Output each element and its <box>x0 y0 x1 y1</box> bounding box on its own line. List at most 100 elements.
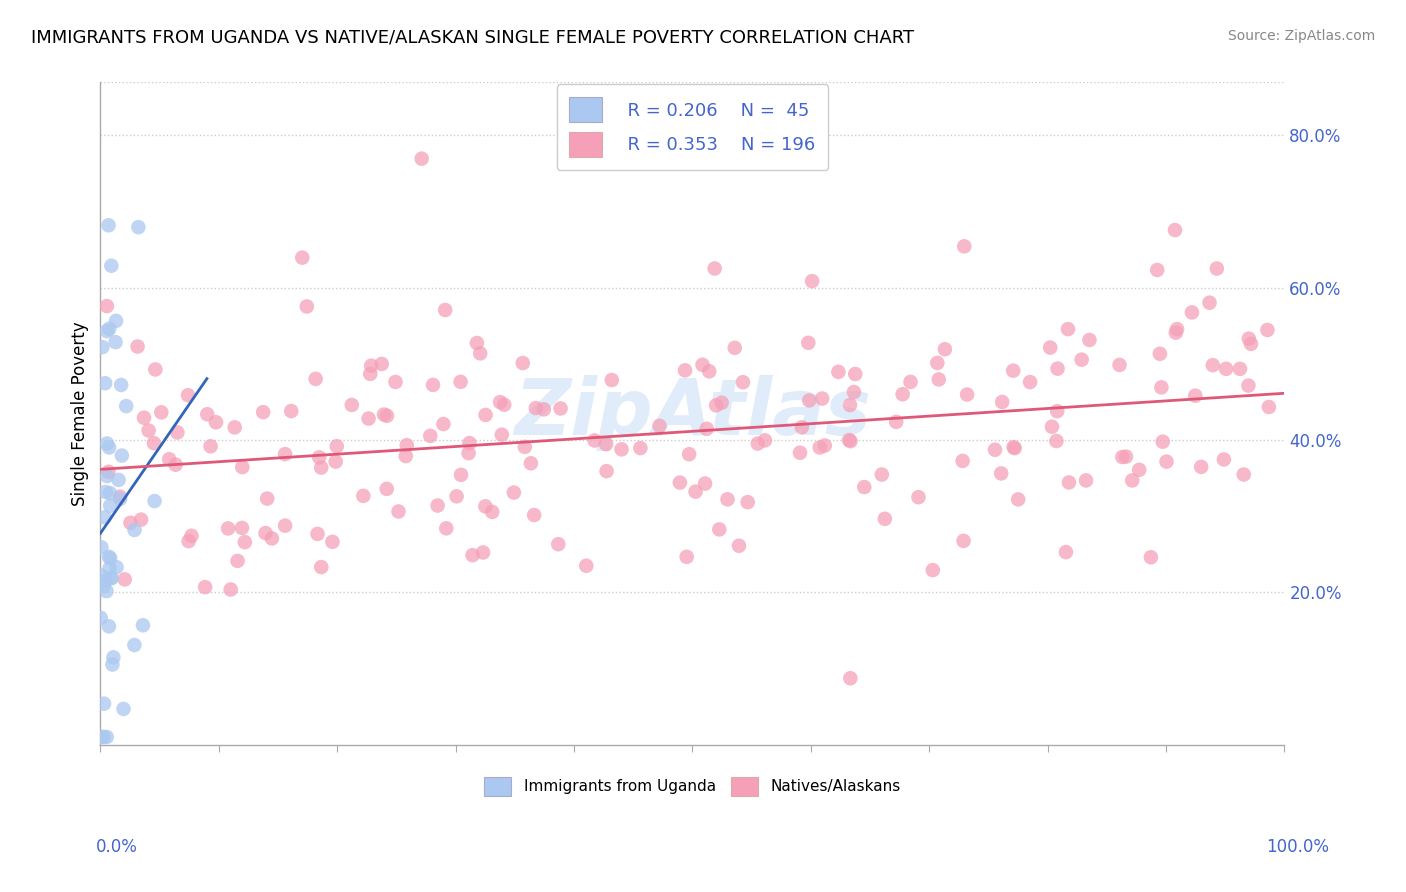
Point <box>474 500 496 514</box>
Point <box>1004 441 1026 455</box>
Point <box>114 573 136 587</box>
Point <box>1237 378 1260 392</box>
Point <box>461 548 484 562</box>
Point <box>96 436 118 450</box>
Point <box>1057 322 1080 336</box>
Point <box>921 563 943 577</box>
Point <box>177 388 200 402</box>
Point <box>252 405 274 419</box>
Point <box>747 436 769 450</box>
Point <box>120 516 142 530</box>
Point <box>1040 419 1063 434</box>
Point <box>96 324 118 338</box>
Point <box>1181 305 1204 319</box>
Point <box>98 486 121 500</box>
Point <box>110 378 132 392</box>
Point <box>94 376 117 391</box>
Point <box>217 521 239 535</box>
Point <box>94 485 117 500</box>
Point <box>360 359 382 373</box>
Point <box>90 611 112 625</box>
Point <box>457 446 479 460</box>
Point <box>754 434 776 448</box>
Point <box>357 411 380 425</box>
Point <box>678 447 700 461</box>
Point <box>1007 492 1029 507</box>
Point <box>352 489 374 503</box>
Point <box>434 521 457 535</box>
Point <box>143 494 166 508</box>
Point <box>491 427 513 442</box>
Point <box>884 415 907 429</box>
Point <box>1215 361 1237 376</box>
Point <box>387 504 409 518</box>
Point <box>111 449 134 463</box>
Point <box>1019 375 1042 389</box>
Point <box>90 541 112 555</box>
Point <box>446 489 468 503</box>
Text: 100.0%: 100.0% <box>1265 838 1329 855</box>
Point <box>811 392 834 406</box>
Point <box>731 375 754 389</box>
Point <box>100 571 122 585</box>
Point <box>143 362 166 376</box>
Point <box>839 434 862 449</box>
Point <box>309 460 332 475</box>
Point <box>1002 440 1025 454</box>
Point <box>533 402 555 417</box>
Point <box>737 495 759 509</box>
Point <box>395 449 418 463</box>
Point <box>395 438 418 452</box>
Point <box>685 484 707 499</box>
Point <box>450 467 472 482</box>
Point <box>513 440 536 454</box>
Point <box>1184 389 1206 403</box>
Point <box>96 299 118 313</box>
Point <box>132 618 155 632</box>
Point <box>373 408 395 422</box>
Point <box>97 465 120 479</box>
Point <box>98 441 121 455</box>
Point <box>224 420 246 434</box>
Point <box>105 314 128 328</box>
Point <box>1115 450 1137 464</box>
Point <box>844 367 866 381</box>
Point <box>194 580 217 594</box>
Point <box>93 730 115 744</box>
Point <box>595 464 617 478</box>
Point <box>371 357 394 371</box>
Point <box>180 529 202 543</box>
Point <box>789 446 811 460</box>
Point <box>200 439 222 453</box>
Point <box>98 322 121 336</box>
Point <box>907 490 929 504</box>
Point <box>520 456 543 470</box>
Point <box>839 671 862 685</box>
Point <box>934 343 956 357</box>
Point <box>724 341 747 355</box>
Point <box>728 539 751 553</box>
Point <box>1057 475 1080 490</box>
Point <box>295 300 318 314</box>
Point <box>307 527 329 541</box>
Point <box>93 697 115 711</box>
Point <box>107 473 129 487</box>
Point <box>291 251 314 265</box>
Point <box>595 437 617 451</box>
Point <box>984 442 1007 457</box>
Point <box>98 499 121 513</box>
Point <box>97 219 120 233</box>
Point <box>1150 380 1173 394</box>
Point <box>1205 261 1227 276</box>
Point <box>458 436 481 450</box>
Point <box>990 467 1012 481</box>
Text: ZipAtlas: ZipAtlas <box>513 376 870 451</box>
Point <box>1166 322 1188 336</box>
Point <box>384 375 406 389</box>
Point <box>716 492 738 507</box>
Point <box>375 409 398 423</box>
Point <box>891 387 914 401</box>
Point <box>96 730 118 744</box>
Point <box>1128 463 1150 477</box>
Point <box>669 475 692 490</box>
